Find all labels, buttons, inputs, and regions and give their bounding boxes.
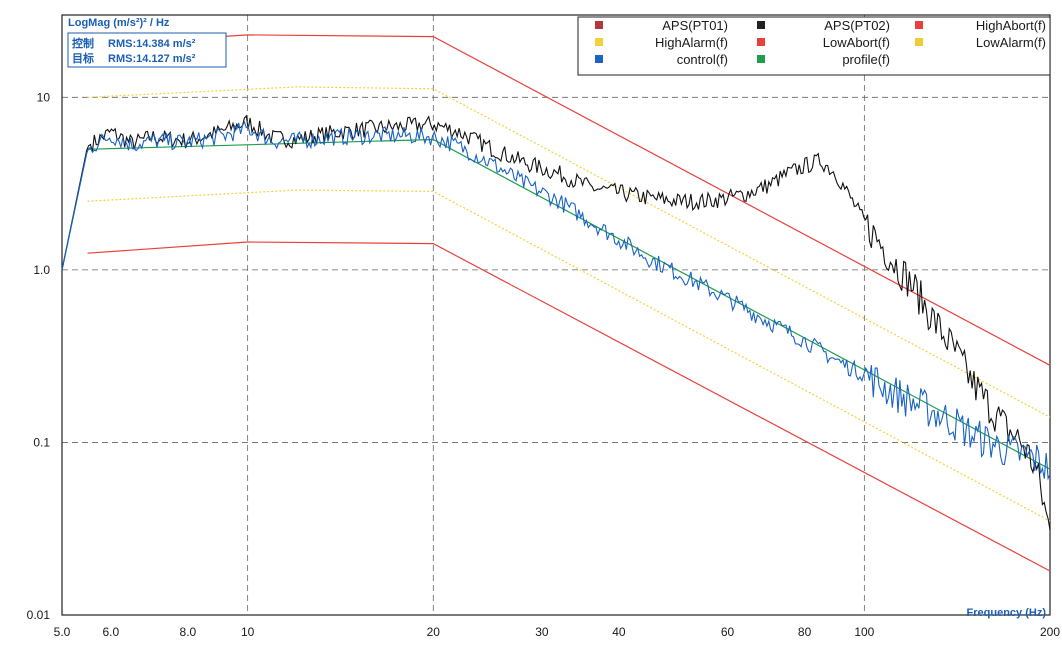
legend-label: APS(PT02) <box>824 18 890 33</box>
x-tick-label: 100 <box>854 625 874 639</box>
legend-label: HighAbort(f) <box>976 18 1046 33</box>
legend-swatch <box>757 38 765 46</box>
grid-lines <box>62 15 1050 615</box>
y-tick-label: 10 <box>37 90 51 104</box>
x-tick-label: 20 <box>427 625 441 639</box>
legend-label: LowAbort(f) <box>823 35 890 50</box>
x-tick-label: 60 <box>721 625 735 639</box>
plot-frame <box>61 14 1051 616</box>
x-tick-label: 10 <box>241 625 255 639</box>
legend-swatch <box>757 55 765 63</box>
legend: APS(PT01) APS(PT02) HighAbort(f) HighAlarm(… <box>577 16 1051 76</box>
series-lowabort-f <box>87 241 1051 572</box>
x-tick-labels: 5.0 6.0 8.0 10 20 30 40 60 80 100 200 <box>54 625 1061 639</box>
series-lowalarm-f <box>87 189 1051 522</box>
legend-swatch <box>915 21 923 29</box>
legend-label: APS(PT01) <box>662 18 728 33</box>
x-tick-label: 40 <box>612 625 626 639</box>
rms-box: 控制 RMS:14.384 m/s² 目标 RMS:14.127 m/s² <box>67 32 227 68</box>
legend-label: LowAlarm(f) <box>976 35 1046 50</box>
legend-swatch <box>595 38 603 46</box>
x-tick-label: 5.0 <box>54 625 71 639</box>
series-control-f <box>61 120 1051 481</box>
legend-swatch <box>595 55 603 63</box>
rms-control-label: 控制 <box>72 36 94 50</box>
y-tick-label: 0.1 <box>33 435 50 449</box>
y-tick-label: 0.01 <box>27 608 51 622</box>
x-tick-label: 30 <box>535 625 549 639</box>
x-tick-label: 6.0 <box>102 625 119 639</box>
y-tick-labels: 0.01 0.1 1.0 10 <box>27 90 51 622</box>
rms-control-value: RMS:14.384 m/s² <box>108 38 196 50</box>
y-axis-label: LogMag (m/s²)² / Hz <box>68 17 170 29</box>
legend-swatch <box>915 38 923 46</box>
series-layer <box>61 34 1051 572</box>
series-aps-pt02 <box>61 114 1051 531</box>
rms-target-value: RMS:14.127 m/s² <box>108 53 196 65</box>
rms-target-label: 目标 <box>72 51 94 65</box>
legend-swatch <box>595 21 603 29</box>
x-axis-label: Frequency (Hz) <box>967 607 1047 619</box>
legend-swatch <box>757 21 765 29</box>
y-tick-label: 1.0 <box>33 263 50 277</box>
legend-label: profile(f) <box>842 52 890 67</box>
legend-label: HighAlarm(f) <box>655 35 728 50</box>
legend-label: control(f) <box>677 52 728 67</box>
x-tick-label: 80 <box>798 625 812 639</box>
x-tick-label: 200 <box>1040 625 1060 639</box>
series-highalarm-f <box>87 86 1051 418</box>
x-tick-label: 8.0 <box>180 625 197 639</box>
